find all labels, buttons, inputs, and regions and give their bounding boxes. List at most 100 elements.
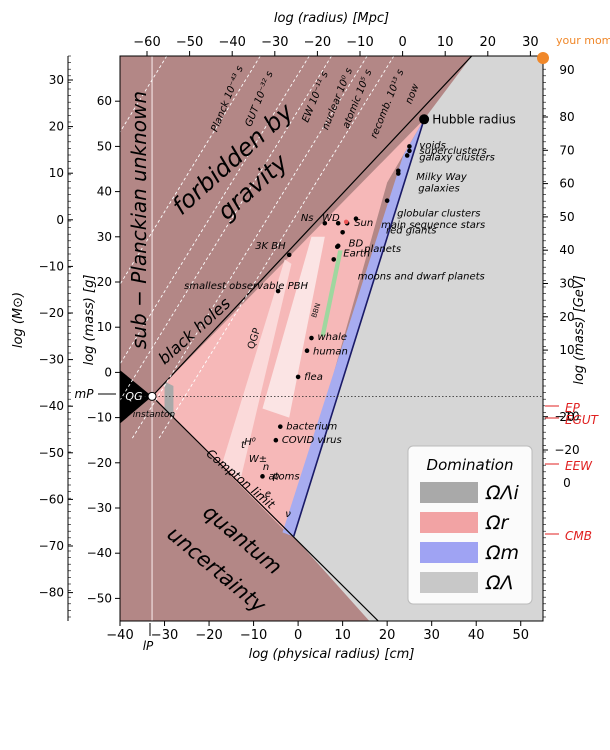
right-inner-tick-label: 10 xyxy=(559,343,574,357)
right-inner-tick-label: 50 xyxy=(559,210,574,224)
label-red-giants: red giants xyxy=(386,226,437,237)
left-inner-tick-label: 40 xyxy=(97,185,112,199)
label-galaxies: galaxies xyxy=(418,184,459,195)
label-particle-6: ν xyxy=(285,509,291,520)
top-tick-label: 20 xyxy=(480,35,497,50)
left-inner-tick-label: 50 xyxy=(97,139,112,153)
epoch-line xyxy=(130,56,368,441)
left-outer-tick-label: −20 xyxy=(39,306,64,320)
point-galaxies xyxy=(395,171,401,176)
right-inner-tick-label: 0 xyxy=(563,476,571,490)
left-outer-tick-label: 30 xyxy=(49,73,64,87)
top-tick-label: −20 xyxy=(304,35,331,50)
bottom-axis-label: log (physical radius) [cm] xyxy=(249,647,415,662)
right-inner-tick-label: −10 xyxy=(554,410,579,424)
label-covid-virus: COVID virus xyxy=(282,435,342,446)
legend: Domination ΩΛi Ωr Ωm ΩΛ xyxy=(407,445,533,605)
axes: −40 −30 −20 −10 0 10 20 30 40 50 log (physical rad… xyxy=(39,11,610,662)
label-bacterium: bacterium xyxy=(286,422,337,433)
top-tick-label: −60 xyxy=(133,35,160,50)
matter-region xyxy=(282,119,425,537)
top-tick-label: −40 xyxy=(218,35,245,50)
label-human: human xyxy=(313,347,348,358)
right-inner-tick-label: 80 xyxy=(559,110,574,124)
left-inner-tick-label: −40 xyxy=(87,546,112,560)
point-3k-bh xyxy=(286,252,292,258)
left-inner-tick-label: −30 xyxy=(87,501,112,515)
watermark-text: your mom xyxy=(556,34,610,47)
legend-swatch-2 xyxy=(420,542,478,563)
label-3k-bh: 3K BH xyxy=(255,241,286,252)
left-inner-tick-label: 20 xyxy=(97,275,112,289)
point-voids xyxy=(407,144,412,149)
left-outer-tick-label: 20 xyxy=(49,120,64,134)
label-main-sequence-stars: main sequence stars xyxy=(381,220,485,231)
left-outer-tick-label: −70 xyxy=(39,539,64,553)
epoch-line xyxy=(157,56,395,441)
left-inner-tick-label: −10 xyxy=(87,411,112,425)
point-bd xyxy=(340,229,345,235)
right-inner-tick-label: 20 xyxy=(559,410,574,424)
left-inner-tick-label: 60 xyxy=(97,94,112,108)
bottom-tick-label: −20 xyxy=(195,628,222,643)
point-covid-virus xyxy=(273,437,279,443)
right-marker-0: EP xyxy=(565,401,581,415)
left-inner-tick-label: −20 xyxy=(87,456,112,470)
point-globular-clusters xyxy=(384,198,390,203)
point-superclusters xyxy=(407,148,412,154)
right-inner-tick-label: −20 xyxy=(554,443,579,457)
point-red-giants xyxy=(353,216,359,222)
label-wd: WD xyxy=(322,213,340,224)
label-sub-planckian: sub − Planckian unknown xyxy=(127,91,151,349)
label-particle-2: W± xyxy=(249,454,267,465)
label-particle-4: p xyxy=(272,471,279,482)
label-whale: whale xyxy=(317,332,347,343)
label-galaxy-clusters: galaxy clusters xyxy=(419,152,495,163)
left-outer-tick-label: −50 xyxy=(39,446,64,460)
top-tick-label: 0 xyxy=(398,35,406,50)
point-whale xyxy=(309,335,314,341)
green-strip xyxy=(320,250,343,337)
white-band-2 xyxy=(262,236,325,418)
right-marker-2: EEW xyxy=(565,459,593,473)
left-outer-tick-label: −30 xyxy=(39,353,64,367)
top-axis-label: log (radius) [Mpc] xyxy=(274,11,389,26)
top-tick-label: −10 xyxy=(346,35,373,50)
marker-mp: mP xyxy=(75,387,95,401)
label-atoms: atoms xyxy=(268,471,299,482)
label-bd: BD xyxy=(349,238,364,249)
bottom-tick-label: 50 xyxy=(512,628,529,643)
point-sun xyxy=(343,219,349,225)
left-inner-axis-label: log (mass) [g] xyxy=(82,275,97,366)
label-particle-0: t xyxy=(241,440,246,451)
point-human xyxy=(304,348,310,354)
point-ns xyxy=(322,220,328,226)
legend-swatch-1 xyxy=(420,512,478,533)
label-particle-5: e xyxy=(265,489,271,500)
label-globular-clusters: globular clusters xyxy=(397,209,480,220)
right-inner-tick-label: 60 xyxy=(559,177,574,191)
legend-label-2: Ωm xyxy=(485,542,519,564)
right-inner-tick-label: 30 xyxy=(559,277,574,291)
left-outer-tick-label: −40 xyxy=(39,399,64,413)
point-flea xyxy=(295,374,301,380)
label-particle-3: n xyxy=(263,462,269,473)
legend-swatch-3 xyxy=(420,572,478,593)
right-inner-tick-label: 20 xyxy=(559,310,574,324)
legend-label-3: ΩΛ xyxy=(485,572,514,594)
inflation-strip xyxy=(164,381,174,418)
label-particle-1: H⁰ xyxy=(244,437,256,448)
label-superclusters: superclusters xyxy=(419,146,486,157)
legend-swatch-0 xyxy=(420,482,478,503)
label-milky-way: Milky Way xyxy=(416,172,468,183)
bottom-tick-label: −30 xyxy=(151,628,178,643)
marker-lp: lP xyxy=(143,639,154,653)
matter-boundary xyxy=(292,119,425,537)
label-earth: Earth xyxy=(343,249,370,260)
bottom-tick-label: 30 xyxy=(423,628,440,643)
bottom-tick-label: −40 xyxy=(106,628,133,643)
label-moons-and-dwarf-planets: moons and dwarf planets xyxy=(358,271,485,282)
white-band-1 xyxy=(222,259,292,481)
label-qg: QG xyxy=(125,390,142,403)
